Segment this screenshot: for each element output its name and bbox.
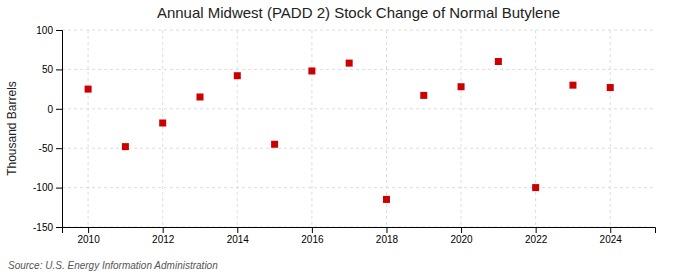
tick-label: -100 — [33, 182, 53, 193]
axis-line — [56, 31, 63, 228]
grid-line-y — [62, 69, 655, 70]
tick-label: 2020 — [450, 234, 473, 245]
x-axis: 2010 2012 2014 2016 2018 2020 2022 2024 — [63, 227, 656, 245]
tick-mark — [536, 227, 537, 233]
point — [569, 82, 576, 89]
tick: 2016 — [301, 227, 324, 245]
tick-mark — [610, 227, 611, 233]
tick: 2024 — [600, 227, 623, 245]
tick-mark — [163, 227, 164, 233]
tick: 2018 — [376, 227, 399, 245]
tick: 2022 — [525, 227, 548, 245]
grid-line-y — [62, 30, 655, 31]
tick-label: 2010 — [77, 234, 100, 245]
tick-mark — [312, 227, 313, 233]
tick-mark — [386, 227, 387, 233]
point — [196, 93, 203, 100]
tick: 100 — [36, 25, 62, 36]
tick-mark — [461, 227, 462, 233]
point — [420, 92, 427, 99]
tick: 2012 — [152, 227, 175, 245]
source: Source: U.S. Energy Information Administ… — [8, 260, 218, 271]
point — [532, 184, 539, 191]
grid-line-x — [461, 30, 462, 227]
point — [458, 83, 465, 90]
grid-line-x — [88, 30, 89, 227]
tick: 50 — [42, 64, 62, 75]
tick-label: 2022 — [525, 234, 548, 245]
point — [159, 119, 166, 126]
tick-label: 2016 — [301, 234, 324, 245]
tick-label: 2014 — [227, 234, 250, 245]
tick-mark — [56, 69, 62, 70]
chart-container: 2010 2012 2014 2016 2018 2020 2022 2024 -150 -100… — [0, 0, 675, 275]
tick-mark — [56, 227, 62, 228]
tick-label: 2024 — [600, 234, 623, 245]
grid — [62, 30, 655, 227]
grid-line-x — [237, 30, 238, 227]
grid-line-x — [535, 30, 536, 227]
point — [234, 72, 241, 79]
grid-line-y — [62, 148, 655, 149]
y-axis: -150 -100 -50 0 50 100 — [33, 25, 63, 233]
grid-line-x — [311, 30, 312, 227]
tick-mark — [237, 227, 238, 233]
grid-line-y — [62, 108, 655, 109]
tick: 2014 — [227, 227, 250, 245]
tick: 0 — [47, 104, 62, 115]
point — [122, 143, 129, 150]
tick-label: 0 — [47, 104, 53, 115]
chart: 2010 2012 2014 2016 2018 2020 2022 2024 -150 -100… — [0, 0, 675, 275]
point — [495, 58, 502, 65]
tick-label: 2018 — [376, 234, 399, 245]
tick-label: 2012 — [152, 234, 175, 245]
point — [383, 196, 390, 203]
tick: -50 — [39, 143, 62, 154]
tick: 2020 — [450, 227, 473, 245]
tick-mark — [56, 148, 62, 149]
point — [308, 67, 315, 74]
tick-mark — [56, 30, 62, 31]
point — [346, 60, 353, 67]
title: Annual Midwest (PADD 2) Stock Change of … — [157, 4, 560, 21]
grid-line-x — [162, 30, 163, 227]
tick-label: 50 — [42, 64, 54, 75]
grid-line-x — [610, 30, 611, 227]
tick-mark — [88, 227, 89, 233]
point — [85, 86, 92, 93]
point — [607, 84, 614, 91]
point — [271, 141, 278, 148]
tick-mark — [56, 109, 62, 110]
tick: 2010 — [77, 227, 100, 245]
grid-line-y — [62, 187, 655, 188]
tick-label: -150 — [33, 222, 53, 233]
tick-label: -50 — [39, 143, 54, 154]
tick: -100 — [33, 182, 62, 193]
tick-mark — [56, 188, 62, 189]
axis-line — [63, 228, 656, 234]
y-axis-label: Thousand Barrels — [5, 81, 19, 176]
tick-label: 100 — [36, 25, 53, 36]
tick: -150 — [33, 222, 62, 233]
points — [85, 58, 614, 203]
